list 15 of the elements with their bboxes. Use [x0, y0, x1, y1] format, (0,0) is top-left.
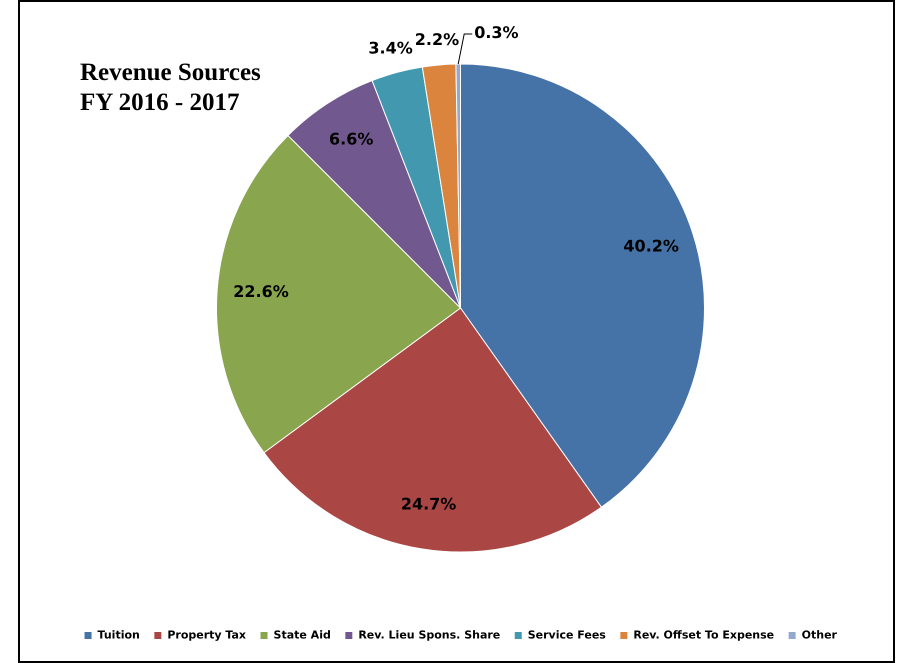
- data-label: 2.2%: [414, 30, 460, 50]
- legend-label: Other: [802, 628, 838, 642]
- legend-label: Service Fees: [528, 628, 606, 642]
- legend-label: Rev. Offset To Expense: [633, 628, 774, 642]
- legend-label: Property Tax: [167, 628, 246, 642]
- data-label: 6.6%: [328, 130, 374, 149]
- legend-label: Rev. Lieu Spons. Share: [358, 628, 500, 642]
- legend-label: State Aid: [274, 628, 331, 642]
- text: Revenue Sources FY 2016 - 2017: [80, 58, 261, 118]
- data-label: 22.6%: [233, 282, 289, 302]
- data-label: 0.3%: [474, 23, 519, 42]
- data-label: 24.7%: [400, 494, 456, 514]
- data-label: 3.4%: [368, 38, 413, 58]
- data-label: 40.2%: [623, 236, 679, 256]
- legend-label: Tuition: [98, 628, 140, 642]
